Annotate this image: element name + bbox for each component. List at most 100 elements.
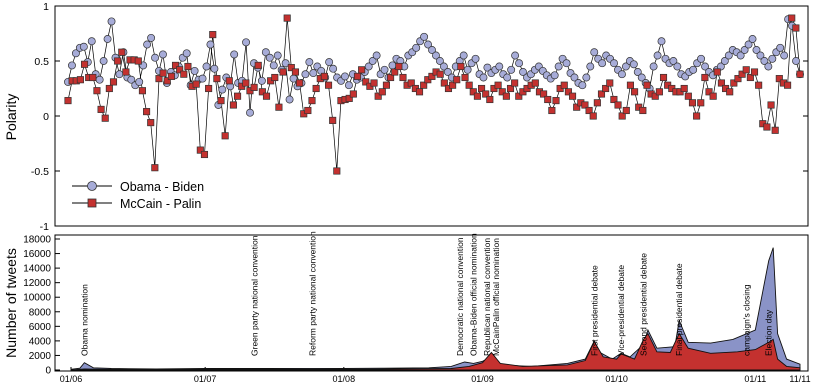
polarity-point-mccain bbox=[171, 61, 180, 69]
polarity-point-obama bbox=[503, 73, 512, 82]
polarity-point-mccain bbox=[589, 112, 597, 120]
polarity-point-obama bbox=[768, 54, 777, 63]
polarity-point-mccain bbox=[382, 81, 390, 89]
polarity-y-tick-label: 0.5 bbox=[34, 56, 49, 68]
polarity-point-mccain bbox=[511, 79, 519, 87]
polarity-point-obama bbox=[202, 62, 211, 71]
polarity-point-obama bbox=[329, 64, 338, 73]
polarity-point-mccain bbox=[192, 80, 200, 88]
polarity-point-mccain bbox=[114, 57, 122, 65]
polarity-point-obama bbox=[79, 42, 88, 51]
polarity-point-mccain bbox=[597, 90, 606, 98]
polarity-y-axis-label: Polarity bbox=[3, 94, 19, 141]
tweets-x-tick-label: 01/08 bbox=[333, 374, 356, 383]
polarity-point-obama bbox=[325, 58, 334, 67]
polarity-point-mccain bbox=[362, 78, 370, 86]
polarity-point-obama bbox=[380, 65, 389, 74]
polarity-point-mccain bbox=[775, 75, 783, 83]
polarity-point-mccain bbox=[229, 101, 237, 109]
polarity-point-obama bbox=[420, 32, 429, 41]
polarity-point-mccain bbox=[420, 81, 428, 89]
polarity-point-obama bbox=[720, 57, 729, 65]
polarity-point-mccain bbox=[548, 106, 556, 115]
polarity-point-obama bbox=[368, 57, 377, 65]
polarity-point-obama bbox=[701, 62, 709, 71]
polarity-point-obama bbox=[582, 73, 591, 82]
polarity-point-mccain bbox=[118, 48, 126, 56]
polarity-point-mccain bbox=[486, 95, 494, 104]
polarity-point-mccain bbox=[345, 94, 353, 102]
tweets-annotation: Democratic national convention bbox=[455, 237, 465, 356]
polarity-point-obama bbox=[99, 57, 108, 65]
polarity-point-obama bbox=[637, 73, 646, 82]
tweets-x-tick-label: 01/06 bbox=[60, 374, 83, 383]
polarity-point-obama bbox=[159, 50, 167, 59]
tweets-annotation: Obama-Biden official nomination bbox=[469, 233, 479, 356]
polarity-point-obama bbox=[515, 59, 524, 68]
polarity-point-obama bbox=[716, 62, 725, 71]
polarity-point-obama bbox=[590, 48, 599, 57]
polarity-point-mccain bbox=[788, 14, 796, 22]
tweets-annotation: Republican national convention bbox=[482, 238, 492, 356]
polarity-point-obama bbox=[673, 62, 682, 71]
polarity-point-mccain bbox=[349, 90, 357, 98]
polarity-point-mccain bbox=[308, 97, 316, 105]
polarity-point-mccain bbox=[155, 75, 163, 83]
polarity-point-obama bbox=[151, 53, 159, 62]
tweets-y-tick-label: 2000 bbox=[29, 351, 52, 362]
polarity-point-mccain bbox=[705, 88, 713, 96]
polarity-point-obama bbox=[115, 70, 124, 79]
polarity-point-mccain bbox=[353, 72, 362, 80]
polarity-point-obama bbox=[657, 37, 666, 46]
polarity-point-mccain bbox=[80, 60, 89, 68]
polarity-point-obama bbox=[218, 85, 227, 94]
polarity-point-mccain bbox=[101, 114, 109, 122]
polarity-point-obama bbox=[301, 70, 310, 79]
polarity-point-mccain bbox=[97, 105, 105, 113]
tweets-annotation: First presidential debate bbox=[589, 265, 599, 356]
tweets-x-tick-label: 01/11 bbox=[744, 374, 766, 383]
polarity-point-mccain bbox=[258, 88, 266, 96]
polarity-legend: Obama - Biden McCain - Palin bbox=[72, 180, 204, 211]
polarity-point-mccain bbox=[279, 68, 287, 76]
tweets-annotation: Green party national convention bbox=[249, 235, 259, 356]
polarity-point-mccain bbox=[64, 97, 72, 105]
polarity-y-tick-label: 0 bbox=[43, 111, 49, 123]
tweets-annotation: campaign's closing bbox=[741, 284, 751, 356]
polarity-point-mccain bbox=[618, 112, 626, 120]
polarity-point-obama bbox=[372, 51, 381, 60]
polarity-point-obama bbox=[653, 51, 662, 60]
tweets-annotation: Second presidential debate bbox=[639, 253, 649, 356]
polarity-point-mccain bbox=[105, 84, 113, 93]
tweets-y-tick-label: 0 bbox=[45, 366, 51, 377]
tweets-y-tick-label: 10000 bbox=[23, 293, 51, 304]
polarity-point-mccain bbox=[585, 106, 593, 115]
polarity-point-mccain bbox=[693, 112, 701, 120]
polarity-point-mccain bbox=[755, 81, 763, 89]
tweets-y-tick-label: 4000 bbox=[29, 336, 52, 347]
polarity-point-mccain bbox=[159, 69, 167, 77]
tweets-x-tick-label: 11/11 bbox=[789, 374, 810, 383]
polarity-point-mccain bbox=[602, 84, 610, 93]
polarity-point-mccain bbox=[271, 73, 279, 82]
polarity-point-obama bbox=[261, 48, 270, 57]
polarity-point-mccain bbox=[109, 78, 118, 86]
polarity-point-mccain bbox=[250, 83, 258, 91]
polarity-point-mccain bbox=[515, 92, 523, 100]
polarity-point-mccain bbox=[564, 88, 572, 96]
polarity-point-mccain bbox=[391, 68, 399, 76]
polarity-point-obama bbox=[246, 108, 254, 117]
polarity-point-obama bbox=[147, 33, 156, 42]
polarity-point-mccain bbox=[440, 79, 448, 87]
polarity-point-mccain bbox=[717, 79, 725, 87]
polarity-point-obama bbox=[697, 54, 706, 63]
polarity-point-obama bbox=[562, 59, 571, 68]
polarity-point-mccain bbox=[771, 126, 779, 134]
polarity-point-mccain bbox=[254, 61, 262, 69]
polarity-point-mccain bbox=[626, 81, 634, 89]
polarity-point-mccain bbox=[415, 88, 424, 96]
polarity-y-tick-label: -1 bbox=[40, 221, 49, 233]
legend-label-obama: Obama - Biden bbox=[120, 180, 204, 194]
polarity-point-obama bbox=[744, 40, 753, 49]
